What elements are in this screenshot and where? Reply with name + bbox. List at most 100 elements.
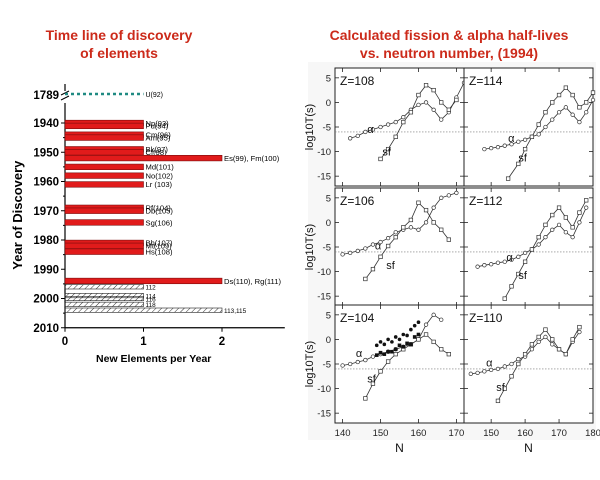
alpha-point — [570, 235, 575, 240]
alpha-exp-point — [382, 342, 387, 347]
bar — [64, 277, 223, 285]
sf-exp-point — [412, 335, 417, 339]
sf-series-label: sf — [382, 147, 392, 159]
panel: 150 160 170 180 Z=110 α sf — [463, 304, 600, 439]
bar-label: No(102) — [146, 171, 174, 180]
alpha-point — [355, 359, 360, 365]
sf-point — [423, 207, 429, 213]
alpha-point — [446, 193, 451, 198]
half-life-panels-chart: 50-5-10-15Z=108αsfZ=114αsf50-5-10-15Z=10… — [304, 62, 600, 455]
x-tick-label: 160 — [411, 428, 427, 439]
bar-label: Cf(98) — [146, 148, 168, 157]
x-axis-title: New Elements per Year — [96, 353, 211, 365]
bar-label: Np(93) — [146, 119, 170, 128]
alpha-point — [556, 110, 562, 115]
alpha-exp-point — [378, 340, 383, 344]
sf-point — [408, 110, 414, 115]
alpha-point — [550, 227, 555, 232]
sf-point — [563, 352, 568, 357]
y-tick-label: 5 — [326, 310, 331, 321]
x-tick-label: 1 — [140, 336, 147, 348]
bar — [64, 248, 144, 255]
bar — [64, 163, 144, 170]
alpha-point — [590, 97, 596, 103]
y-tick-label: 5 — [326, 193, 331, 204]
sf-point — [454, 97, 459, 103]
alpha-exp-point — [374, 343, 379, 348]
sf-point — [431, 339, 436, 345]
alpha-point — [408, 225, 414, 230]
y-tick-label: -5 — [323, 243, 331, 254]
alpha-point — [475, 264, 480, 269]
bar-label: Mt(109) — [146, 242, 173, 251]
sf-exp-point — [386, 349, 390, 354]
alpha-point — [348, 361, 353, 367]
y-tick-label: 2000 — [33, 294, 59, 306]
sf-point — [516, 271, 521, 277]
bar — [64, 181, 144, 188]
bar-label: Md(101) — [146, 163, 175, 172]
y-tick-label: 1970 — [33, 206, 59, 218]
bar — [64, 242, 144, 249]
sf-point — [529, 134, 535, 139]
alpha-series-line — [350, 82, 465, 139]
sf-point — [363, 276, 368, 282]
alpha-point — [363, 129, 368, 135]
y-tick-label: 5 — [326, 73, 331, 84]
sf-point — [584, 198, 589, 203]
bar — [64, 155, 223, 162]
sf-exp-point — [374, 353, 379, 357]
sf-point — [370, 381, 376, 386]
alpha-exp-point — [390, 340, 394, 344]
alpha-point — [489, 145, 494, 151]
sf-point — [502, 386, 507, 391]
bar-label: Es(99), Fm(100) — [224, 154, 280, 163]
alpha-point — [502, 143, 507, 148]
sf-point — [522, 146, 528, 152]
axis-break-mark-2 — [60, 95, 70, 101]
y-tick-label: -15 — [317, 409, 331, 420]
y-tick-label: 1990 — [33, 264, 59, 276]
alpha-point — [516, 139, 521, 144]
sf-point — [536, 122, 541, 127]
alpha-point — [385, 235, 391, 241]
sf-point — [550, 100, 555, 105]
y-tick-label: -5 — [323, 123, 331, 134]
alpha-point — [355, 133, 360, 139]
alpha-point — [522, 250, 528, 256]
alpha-point — [401, 115, 406, 120]
y-tick-label: -15 — [317, 292, 331, 303]
sf-point — [563, 215, 568, 220]
alpha-point — [439, 195, 444, 200]
y-tick-label: 1789 — [33, 90, 59, 102]
bar — [64, 134, 144, 141]
panel-label: Z=112 — [469, 194, 503, 208]
alpha-point — [340, 363, 345, 368]
alpha-exp-point — [393, 335, 398, 339]
sf-point — [550, 212, 555, 218]
sf-point — [563, 85, 568, 90]
alpha-point — [393, 230, 398, 235]
sf-point — [431, 87, 436, 93]
sf-point — [556, 347, 562, 352]
y-axis-title: log10T(s) — [304, 104, 316, 150]
panel: Z=112 αsf — [463, 187, 594, 307]
y-tick-label: 1980 — [33, 235, 59, 247]
bar — [64, 207, 144, 214]
sf-point — [378, 254, 383, 259]
right-chart-title-line-2: vs. neutron number, (1994) — [359, 45, 539, 61]
sf-point — [439, 347, 444, 352]
alpha-point — [536, 132, 541, 137]
alpha-exp-point — [401, 332, 406, 337]
panel: 5 0 -5 -10 -15 Z=106 αsf — [317, 187, 465, 307]
alpha-point — [509, 361, 514, 367]
sf-point — [522, 352, 528, 357]
sf-exp-point — [390, 349, 394, 354]
alpha-point — [516, 254, 521, 259]
sf-point — [570, 92, 575, 98]
sf-point — [401, 225, 406, 230]
panel-label: Z=108 — [340, 74, 375, 88]
alpha-point — [439, 117, 444, 122]
alpha-exp-point — [416, 320, 421, 325]
x-tick-label: 170 — [551, 428, 567, 439]
